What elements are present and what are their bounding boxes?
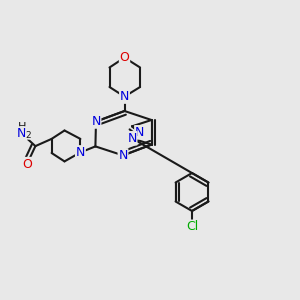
Text: N: N <box>76 146 85 159</box>
Text: N: N <box>135 126 144 139</box>
Text: O: O <box>22 158 32 171</box>
Text: 2: 2 <box>26 130 31 140</box>
Text: N: N <box>120 90 129 103</box>
Text: Cl: Cl <box>186 220 198 233</box>
Text: N: N <box>128 132 137 145</box>
Text: O: O <box>120 51 129 64</box>
Text: H: H <box>18 122 27 133</box>
Text: N: N <box>118 149 128 162</box>
Text: N: N <box>91 115 101 128</box>
Text: N: N <box>17 127 26 140</box>
